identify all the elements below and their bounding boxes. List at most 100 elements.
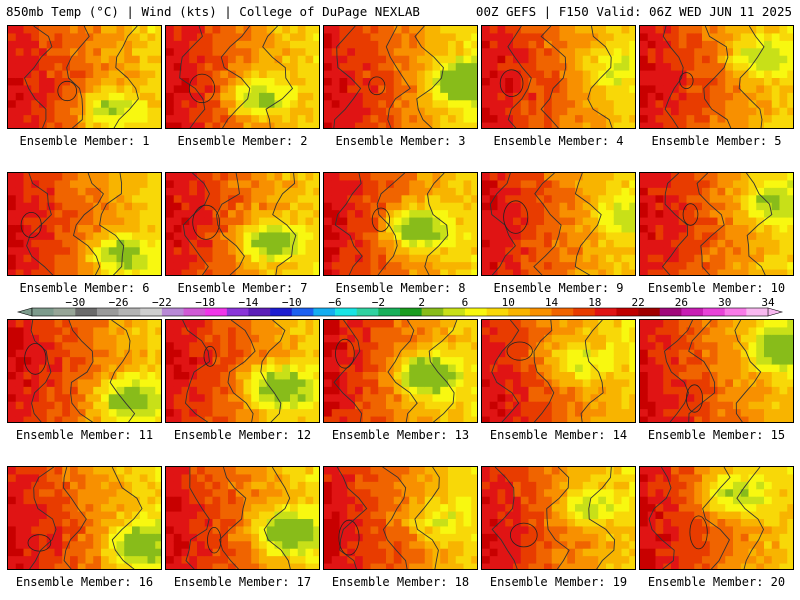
colorbar-swatch — [356, 308, 379, 316]
ensemble-map-panel — [7, 319, 162, 423]
panel-label: Ensemble Member: 1 — [19, 134, 150, 148]
colorbar-tick-label: 34 — [761, 296, 775, 309]
colorbar-swatch — [486, 308, 509, 316]
panel-label: Ensemble Member: 9 — [493, 281, 624, 295]
colorbar-swatch — [183, 308, 206, 316]
panel-label: Ensemble Member: 18 — [331, 575, 470, 589]
ensemble-map-panel — [481, 25, 636, 129]
ensemble-map-panel — [165, 172, 320, 276]
temperature-field-map — [482, 26, 635, 128]
temperature-field-map — [324, 173, 477, 275]
ensemble-map-panel — [7, 172, 162, 276]
colorbar-swatch — [616, 308, 639, 316]
colorbar-swatch — [118, 308, 141, 316]
colorbar-swatch — [140, 308, 163, 316]
ensemble-map-panel — [639, 172, 794, 276]
colorbar-swatch — [703, 308, 726, 316]
panel-label: Ensemble Member: 17 — [173, 575, 312, 589]
ensemble-map-panel — [639, 319, 794, 423]
colorbar-tick-label: 22 — [631, 296, 644, 309]
ensemble-map-panel — [323, 25, 478, 129]
colorbar-frame — [31, 307, 769, 317]
colorbar-swatch — [746, 308, 769, 316]
temperature-field-map — [640, 173, 793, 275]
colorbar-swatch — [638, 308, 661, 316]
colorbar-swatch — [551, 308, 574, 316]
triangle-left-icon — [16, 307, 33, 317]
colorbar-tick-label: 18 — [588, 296, 601, 309]
colorbar-swatch — [508, 308, 531, 316]
ensemble-map-panel — [7, 466, 162, 570]
colorbar-tick-label: −6 — [328, 296, 341, 309]
colorbar-swatch — [75, 308, 98, 316]
panel-label: Ensemble Member: 5 — [651, 134, 782, 148]
colorbar-swatch — [32, 308, 54, 316]
temperature-field-map — [640, 467, 793, 569]
colorbar-tick-label: −2 — [372, 296, 385, 309]
colorbar-swatch — [400, 308, 422, 316]
ensemble-map-panel — [165, 466, 320, 570]
temperature-field-map — [482, 320, 635, 422]
ensemble-map-panel — [7, 25, 162, 129]
colorbar-swatch — [96, 308, 119, 316]
colorbar-swatch — [659, 308, 682, 316]
panel-label: Ensemble Member: 14 — [489, 428, 628, 442]
ensemble-map-panel — [639, 466, 794, 570]
temperature-field-map — [324, 26, 477, 128]
colorbar-swatch — [248, 308, 271, 316]
panel-label: Ensemble Member: 12 — [173, 428, 312, 442]
panel-label: Ensemble Member: 4 — [493, 134, 624, 148]
colorbar-tick-label: 2 — [418, 296, 425, 309]
temperature-field-map — [166, 320, 319, 422]
panel-label: Ensemble Member: 10 — [647, 281, 786, 295]
colorbar-swatch — [378, 308, 401, 316]
header-title: 850mb Temp (°C) | Wind (kts) | College o… — [6, 4, 420, 19]
temperature-field-map — [8, 173, 161, 275]
colorbar-swatch — [681, 308, 704, 316]
colorbar-swatch — [529, 308, 552, 316]
ensemble-map-panel — [481, 466, 636, 570]
temperature-field-map — [8, 26, 161, 128]
panel-label: Ensemble Member: 15 — [647, 428, 786, 442]
colorbar-tick-label: −10 — [282, 296, 302, 309]
panel-label: Ensemble Member: 7 — [177, 281, 308, 295]
temperature-field-map — [324, 467, 477, 569]
colorbar-swatch — [270, 308, 293, 316]
temperature-field-map — [482, 173, 635, 275]
colorbar-tick-label: −22 — [152, 296, 172, 309]
temperature-field-map — [640, 26, 793, 128]
colorbar-swatch — [313, 308, 336, 316]
temperature-field-map — [166, 467, 319, 569]
colorbar-swatch — [594, 308, 617, 316]
temperature-field-map — [8, 467, 161, 569]
panel-label: Ensemble Member: 19 — [489, 575, 628, 589]
colorbar-swatch — [443, 308, 466, 316]
colorbar-swatch — [335, 308, 358, 316]
colorbar-swatch — [53, 308, 76, 316]
colorbar-swatch — [205, 308, 228, 316]
colorbar-tick-label: −14 — [239, 296, 259, 309]
header-run-info: 00Z GEFS | F150 Valid: 06Z WED JUN 11 20… — [475, 4, 792, 19]
temperature-field-map — [166, 26, 319, 128]
ensemble-map-panel — [481, 319, 636, 423]
ensemble-map-panel — [323, 172, 478, 276]
colorbar-tick-label: −18 — [195, 296, 215, 309]
ensemble-map-panel — [165, 25, 320, 129]
panel-label: Ensemble Member: 3 — [335, 134, 466, 148]
ensemble-map-panel — [639, 25, 794, 129]
ensemble-map-panel — [323, 319, 478, 423]
panel-label: Ensemble Member: 2 — [177, 134, 308, 148]
colorbar-swatch — [464, 308, 487, 316]
panel-label: Ensemble Member: 13 — [331, 428, 470, 442]
ensemble-map-panel — [481, 172, 636, 276]
temperature-field-map — [482, 467, 635, 569]
colorbar-tick-label: −30 — [65, 296, 85, 309]
colorbar-tick-label: 14 — [545, 296, 559, 309]
colorbar-swatch — [724, 308, 747, 316]
colorbar-swatch — [226, 308, 249, 316]
panel-label: Ensemble Member: 6 — [19, 281, 150, 295]
colorbar-swatch — [291, 308, 314, 316]
colorbar-swatch — [573, 308, 596, 316]
temperature-field-map — [324, 320, 477, 422]
colorbar-tick-label: 6 — [462, 296, 469, 309]
